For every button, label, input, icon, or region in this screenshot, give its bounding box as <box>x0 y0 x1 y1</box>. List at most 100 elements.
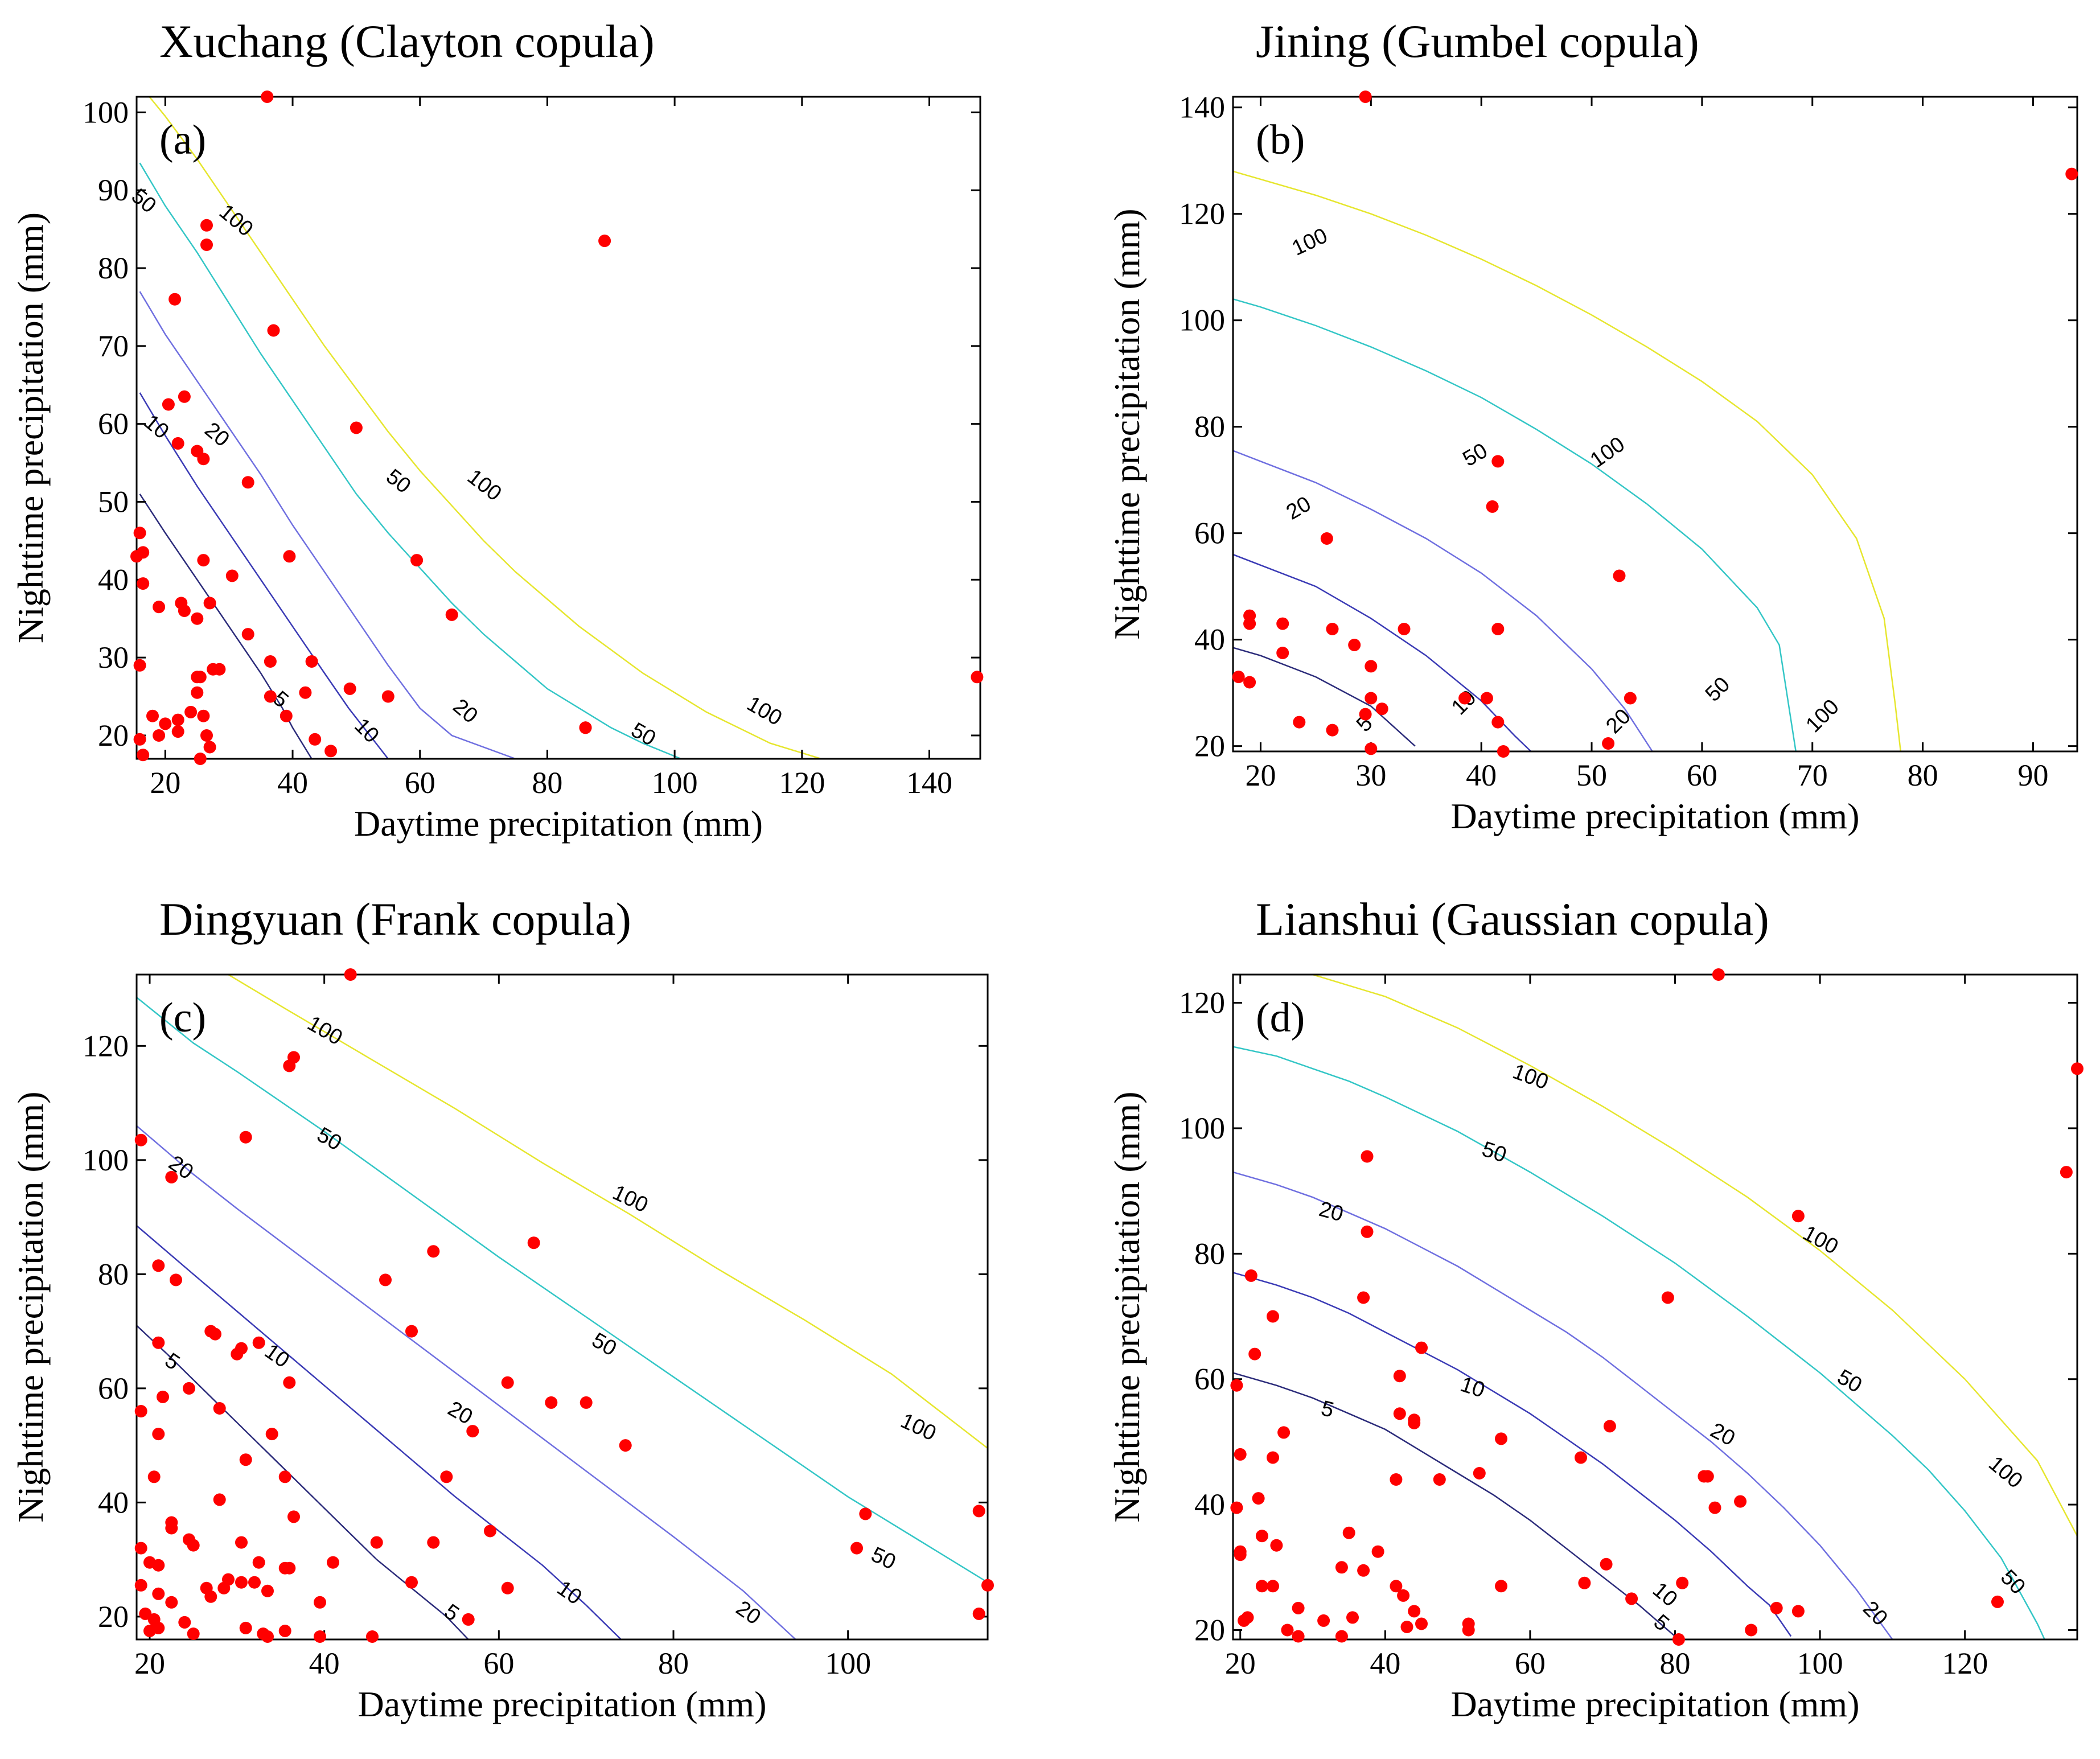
panel-b-points <box>1232 91 2078 758</box>
y-tick-label: 40 <box>98 1485 129 1519</box>
data-point <box>445 608 458 621</box>
x-tick-label: 60 <box>483 1646 514 1680</box>
plot-frame <box>135 96 981 760</box>
data-point <box>278 1625 291 1637</box>
panel-d: Lianshui (Gaussian copula) 100 50 20 100 10 50… <box>1107 893 2083 1724</box>
data-point <box>405 1576 418 1589</box>
data-point <box>143 1625 156 1637</box>
data-point <box>484 1524 496 1538</box>
data-point <box>1625 1592 1638 1605</box>
data-point <box>1473 1467 1486 1479</box>
data-point <box>235 1536 248 1549</box>
data-point <box>1359 708 1372 721</box>
data-point <box>972 1505 985 1518</box>
x-tick-label: 120 <box>1942 1646 1988 1680</box>
plot-frame <box>135 973 989 1641</box>
data-point <box>343 682 356 695</box>
contour-line-10 <box>1233 553 1532 751</box>
data-point <box>283 1561 296 1575</box>
y-tick-label: 60 <box>1194 516 1225 550</box>
y-tick-label: 120 <box>1179 197 1225 231</box>
data-point <box>280 709 293 722</box>
data-point <box>191 686 204 699</box>
data-point <box>159 717 172 730</box>
data-point <box>191 612 204 625</box>
y-axis-label: Nighttime precipitation (mm) <box>10 212 51 643</box>
data-point <box>1277 1426 1291 1439</box>
data-point <box>1371 1545 1384 1558</box>
data-point <box>283 1376 296 1389</box>
data-point <box>410 554 424 567</box>
contour-label: 50 <box>588 1328 621 1361</box>
data-point <box>1397 1589 1410 1602</box>
contour-line-50 <box>139 162 681 759</box>
data-point <box>1317 1614 1330 1627</box>
data-point <box>1365 660 1378 673</box>
y-tick-label: 30 <box>98 640 129 675</box>
y-tick-label: 20 <box>1194 1613 1225 1647</box>
x-tick-label: 20 <box>1245 758 1276 792</box>
data-point <box>1491 623 1505 635</box>
data-point <box>1357 1564 1370 1577</box>
data-point <box>1244 1269 1257 1282</box>
data-point <box>147 1470 161 1483</box>
data-point <box>133 527 146 540</box>
contour-line-10 <box>137 1225 622 1639</box>
data-point <box>1281 1624 1294 1637</box>
data-point <box>178 1616 191 1629</box>
data-point <box>152 1428 165 1441</box>
data-point <box>1602 737 1615 750</box>
data-point <box>169 293 182 306</box>
y-tick-label: 40 <box>1194 623 1225 657</box>
data-point <box>152 1559 165 1572</box>
data-point <box>200 219 213 232</box>
data-point <box>1361 1150 1374 1163</box>
contour-label: 20 <box>444 1397 477 1430</box>
y-tick-label: 40 <box>98 562 129 597</box>
panel-a-contours <box>139 97 821 759</box>
data-point <box>1267 1310 1279 1323</box>
data-point <box>235 1576 248 1589</box>
x-axis-label: Daytime precipitation (mm) <box>1451 796 1860 836</box>
data-point <box>283 1059 296 1072</box>
contour-label: 50 <box>1479 1137 1509 1168</box>
data-point <box>1791 1210 1805 1223</box>
data-point <box>545 1396 558 1409</box>
contour-line-10 <box>1233 1272 1792 1637</box>
panel-label: (b) <box>1256 117 1305 163</box>
data-point <box>462 1613 475 1626</box>
data-point <box>1326 623 1339 635</box>
data-point <box>1578 1576 1591 1589</box>
data-point <box>152 1587 165 1600</box>
y-tick-label: 70 <box>98 329 129 363</box>
data-point <box>1267 1580 1279 1593</box>
contour-line-50 <box>137 997 988 1583</box>
data-point <box>152 1336 165 1349</box>
data-point <box>239 1453 252 1466</box>
contour-label: 50 <box>1459 439 1492 472</box>
contour-label: 50 <box>1833 1365 1866 1398</box>
data-point <box>267 324 280 337</box>
data-point <box>1230 1379 1243 1392</box>
data-point <box>1267 1451 1279 1464</box>
data-point <box>184 705 198 718</box>
data-point <box>165 1170 178 1183</box>
data-point <box>598 235 611 248</box>
data-point <box>619 1439 632 1452</box>
data-point <box>1243 617 1256 630</box>
x-tick-label: 20 <box>1225 1646 1256 1680</box>
data-point <box>197 453 210 466</box>
data-point <box>1408 1605 1421 1618</box>
data-point <box>1701 1470 1714 1483</box>
contour-label: 5 <box>439 1600 463 1626</box>
data-point <box>1361 1225 1374 1238</box>
panel-label: (d) <box>1256 994 1305 1041</box>
data-point <box>178 605 191 617</box>
data-point <box>183 1382 195 1395</box>
data-point <box>1346 1611 1359 1624</box>
y-tick-label: 40 <box>1194 1487 1225 1522</box>
data-point <box>1357 1291 1370 1304</box>
data-point <box>133 733 146 746</box>
y-tick-label: 20 <box>98 718 129 753</box>
